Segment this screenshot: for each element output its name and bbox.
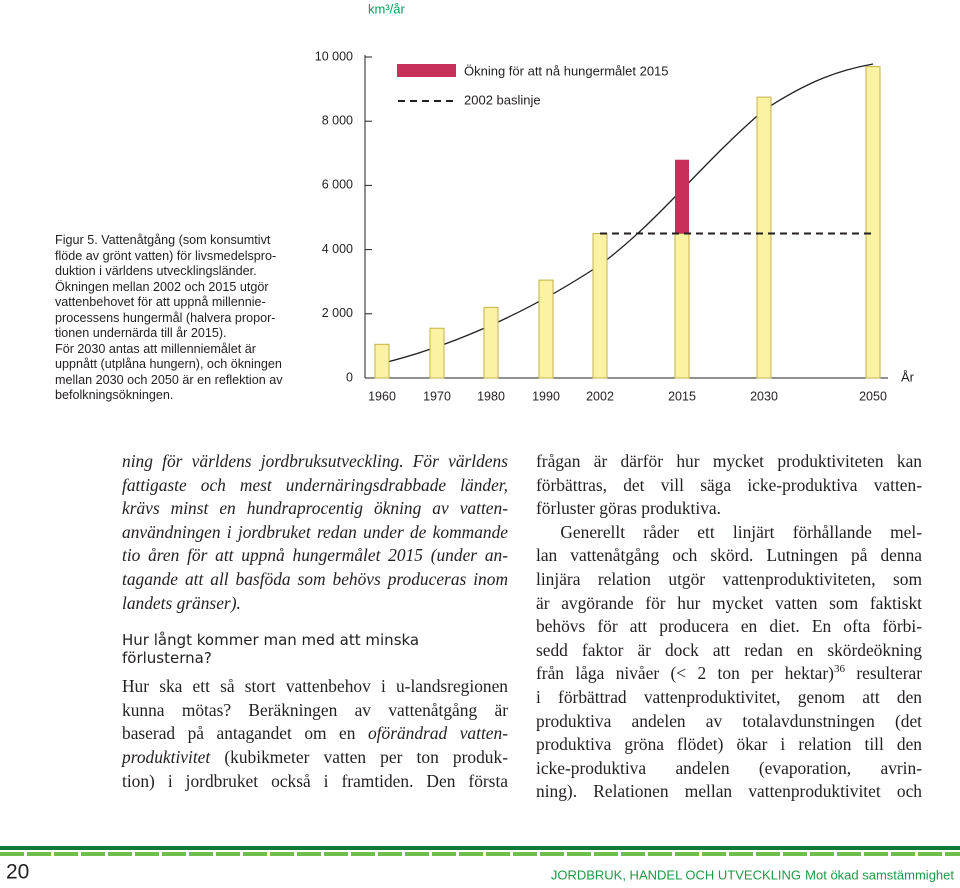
paragraph: frågan är därför hur mycket produktivite… (536, 450, 922, 521)
bar (429, 327, 445, 379)
bar (374, 343, 390, 379)
chart: km³/år År 0 2 000 4 000 6 000 8 000 10 000 196… (315, 1, 915, 403)
x-tick-label: 1960 (368, 389, 396, 403)
stacked-bar (675, 159, 689, 234)
text-line: tagande att all basföda som behövs produ… (122, 568, 508, 589)
left-column: ning för världens jordbruksutveckling. F… (122, 450, 508, 793)
text-line: baserad på antagandet om en oförändrad v… (122, 722, 508, 746)
x-tick-label: 1970 (423, 389, 451, 403)
text-line: behövs för att producera en diet. En oft… (536, 616, 922, 637)
x-tick-label: 1980 (477, 389, 505, 403)
x-tick-label: 1990 (532, 389, 560, 403)
text-run: baserad på antagandet om en (122, 723, 368, 744)
text-line: produktivitet (kubikmeter vatten per ton… (122, 746, 508, 770)
caption-line: befolkningsökningen. (55, 388, 174, 402)
legend-swatch (397, 64, 456, 77)
text-line: fattigaste och mest undernäringsdrabbade… (122, 474, 508, 495)
y-tick-label: 2 000 (322, 306, 353, 320)
text-line: tion) i jordbruket också i framtiden. De… (122, 770, 508, 791)
text-line: krävs minst en hundraprocentig ökning av… (122, 498, 508, 519)
text-line: kunna mötas? Beräkningen av vattenåtgång… (122, 699, 508, 720)
caption-line: För 2030 antas att millenniemålet är (55, 341, 256, 356)
bar (592, 233, 608, 379)
figure-caption: Figur 5. Vattenåtgång (som konsumtivt flö… (55, 233, 315, 404)
text-run: från låga nivåer (< 2 ton per hektar) (536, 663, 834, 684)
caption-line: processens hungermål (halvera propor- (55, 310, 276, 325)
italic-run: oförändrad vatten- (367, 723, 509, 744)
text-line: ning för världens jordbruksutveckling. F… (122, 451, 508, 471)
text-line: icke-produktiva andelen (evaporation, av… (536, 757, 922, 778)
italic-run: produktivitet (122, 746, 211, 767)
paragraph: ning för världens jordbruksutveckling. F… (122, 450, 508, 615)
text-line: produktiva gröna flödet) ökar i relation… (536, 734, 922, 755)
right-column: frågan är därför hur mycket produktivite… (536, 450, 922, 804)
caption-line: tionen undernärda till år 2015). (55, 326, 227, 340)
text-line: i förbättrad vattenproduktivitet, genom … (536, 686, 922, 707)
caption-line: vattenbehovet för att uppnå millennie- (55, 295, 266, 309)
y-tick-label: 10 000 (315, 49, 353, 63)
text-line: linjära relation utgör vattenproduktivit… (536, 568, 922, 589)
y-tick-label: 0 (346, 370, 353, 384)
footer-subtitle: Mot ökad samstämmighet (805, 867, 954, 882)
bar (674, 233, 690, 379)
text-line: ning). Relationen mellan vattenproduktiv… (536, 781, 922, 802)
caption-line: uppnått (utplåna hungern), och ökningen (55, 357, 282, 371)
paragraph: Generellt råder ett linjärt förhållande … (536, 521, 922, 804)
caption-line: flöde av grönt vatten) för livsmedelspro… (55, 248, 277, 263)
caption-line: Ökningen mellan 2002 och 2015 utgör (55, 279, 269, 294)
text-line: frågan är därför hur mycket produktivite… (536, 451, 922, 471)
footer-rule (0, 846, 960, 850)
text-line: landets gränser). (122, 592, 241, 613)
footnote-ref: 36 (833, 663, 845, 676)
y-tick-label: 6 000 (322, 178, 353, 192)
x-axis-label: År (901, 369, 915, 384)
text-line: tio åren för att uppnå hungermålet 2015 … (122, 545, 508, 566)
y-tick-label: 4 000 (322, 242, 353, 256)
caption-line: Figur 5. Vattenåtgång (som konsumtivt (55, 233, 271, 247)
text-line: lan vattenåtgång och skörd. Lutningen på… (536, 545, 922, 566)
text-line: från låga nivåer (< 2 ton per hektar)36 … (536, 662, 922, 686)
legend-label: 2002 baslinje (464, 92, 541, 107)
text-line: användningen i jordbruket redan under de… (122, 521, 508, 542)
text-run: resulterar (844, 663, 922, 684)
x-tick-label: 2030 (750, 389, 778, 403)
text-line: Hur långt kommer man med att minska (122, 631, 420, 650)
x-tick-label: 2002 (586, 389, 614, 403)
y-axis-label: km³/år (368, 1, 406, 16)
text-line: Hur ska ett så stort vattenbehov i u-lan… (122, 676, 508, 697)
bar (483, 306, 499, 379)
y-tick-label: 8 000 (322, 113, 353, 127)
footer-title: JORDBRUK, HANDEL OCH UTVECKLING (551, 867, 801, 882)
trend-curve (374, 63, 874, 366)
x-tick-label: 2050 (859, 389, 887, 403)
text-line: förluster göras produktiva. (536, 498, 721, 519)
x-tick-label: 2015 (668, 389, 696, 403)
bar (756, 96, 772, 379)
bar (538, 279, 554, 379)
section-heading: Hur långt kommer man med att minska förlu… (122, 631, 508, 667)
text-line: förbättras, det vill säga icke-produktiv… (536, 474, 922, 495)
text-line: Generellt råder ett linjärt förhållande … (560, 521, 922, 542)
text-line: produktiva andelen av totalavdunstningen… (536, 710, 922, 731)
text-run: (kubikmeter vatten per ton produk- (210, 746, 508, 767)
text-line: förlusterna? (122, 649, 212, 668)
paragraph: Hur ska ett så stort vattenbehov i u-lan… (122, 675, 508, 793)
page-number: 20 (6, 861, 29, 884)
bar (865, 66, 881, 379)
caption-line: mellan 2030 och 2050 är en reflektion av (55, 372, 283, 387)
caption-line: duktion i världens utvecklingsländer. (55, 264, 257, 278)
text-line: är avgörande för hur mycket vatten som f… (536, 592, 922, 613)
legend-label: Ökning för att nå hungermålet 2015 (464, 63, 669, 78)
text-line: sedd faktor är dock att redan en skördeö… (536, 639, 922, 660)
